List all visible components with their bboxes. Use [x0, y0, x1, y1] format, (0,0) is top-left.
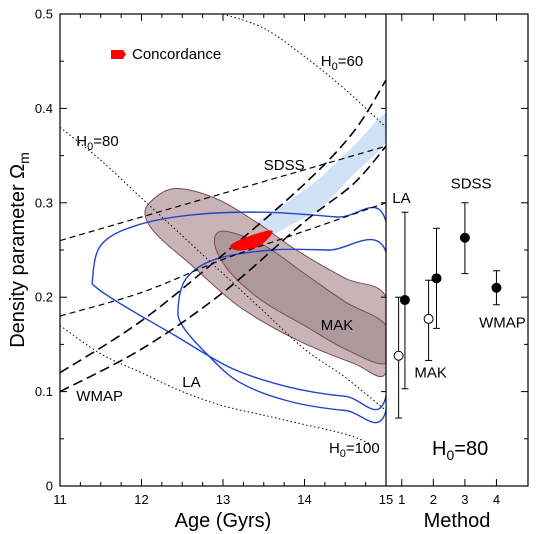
method-label: MAK [414, 364, 447, 381]
annotation-label: H0=100 [329, 440, 380, 460]
h0-note-tail: =80 [454, 438, 488, 460]
h0-80-curve [60, 126, 386, 411]
annotation-tail: =80 [93, 133, 118, 150]
x-tick-label: 13 [216, 492, 230, 507]
data-point [393, 350, 404, 361]
annotation-label: MAK [321, 317, 354, 334]
y-tick-label: 0.2 [35, 290, 53, 305]
y-axis-title: Density parameter Ωm [7, 152, 32, 348]
y-axis-title-subscript: m [16, 152, 32, 164]
wmap-lower-curve [60, 145, 386, 393]
regions-layer [144, 113, 386, 378]
frame-layer [59, 13, 529, 487]
concordance-legend-label: Concordance [132, 46, 221, 63]
y-tick-label: 0.5 [35, 7, 53, 22]
curves-layer [60, 14, 386, 444]
annotation-subscript: 0 [87, 141, 93, 153]
h0-60-curve [222, 14, 386, 128]
x-tick-label: 12 [134, 492, 148, 507]
method-tick-label: 4 [493, 492, 500, 507]
h0-note-subscript: 0 [447, 447, 455, 463]
method-tick-label: 3 [461, 492, 468, 507]
annotation-label: LA [182, 374, 200, 391]
annotation-tail: =100 [346, 440, 380, 457]
data-point [491, 282, 502, 293]
x-tick-label: 15 [379, 492, 393, 507]
method-tick-label: 1 [398, 492, 405, 507]
wmap-upper-curve [60, 79, 386, 374]
annotation-label: WMAP [76, 388, 123, 405]
annotation-subscript: 0 [332, 61, 338, 73]
h0-100-curve [60, 325, 370, 444]
sdss-lower-curve [60, 202, 386, 317]
x-tick-label: 14 [297, 492, 311, 507]
method-label: SDSS [451, 176, 492, 193]
sdss-upper-curve [60, 145, 386, 242]
method-tick-label: 2 [430, 492, 437, 507]
method-label: LA [392, 190, 410, 207]
annotation-label: H0=80 [76, 133, 118, 153]
concordance-region [230, 230, 273, 251]
x-tick-label: 11 [53, 492, 67, 507]
y-tick-label: 0 [46, 479, 53, 494]
annotation-label: SDSS [264, 157, 305, 174]
la-outer-contour [91, 206, 386, 411]
y-tick-label: 0.3 [35, 195, 53, 210]
data-point [431, 273, 442, 284]
annotation-subscript: 0 [340, 448, 346, 460]
method-label: WMAP [479, 314, 526, 331]
h0-note: H0=80 [432, 438, 488, 463]
la-inner-contour [177, 239, 386, 424]
points-layer [111, 50, 502, 419]
y-tick-label: 0.1 [35, 384, 53, 399]
data-point [399, 295, 410, 306]
mak-inner-region [213, 230, 386, 365]
annotation-label: H0=60 [321, 53, 363, 73]
concordance-legend-swatch [111, 50, 126, 59]
data-point [423, 313, 434, 324]
y-tick-label: 0.4 [35, 101, 53, 116]
method-axis-title: Method [424, 510, 491, 532]
data-point [459, 232, 470, 243]
annotation-tail: =60 [338, 53, 363, 70]
x-axis-title: Age (Gyrs) [175, 510, 272, 532]
